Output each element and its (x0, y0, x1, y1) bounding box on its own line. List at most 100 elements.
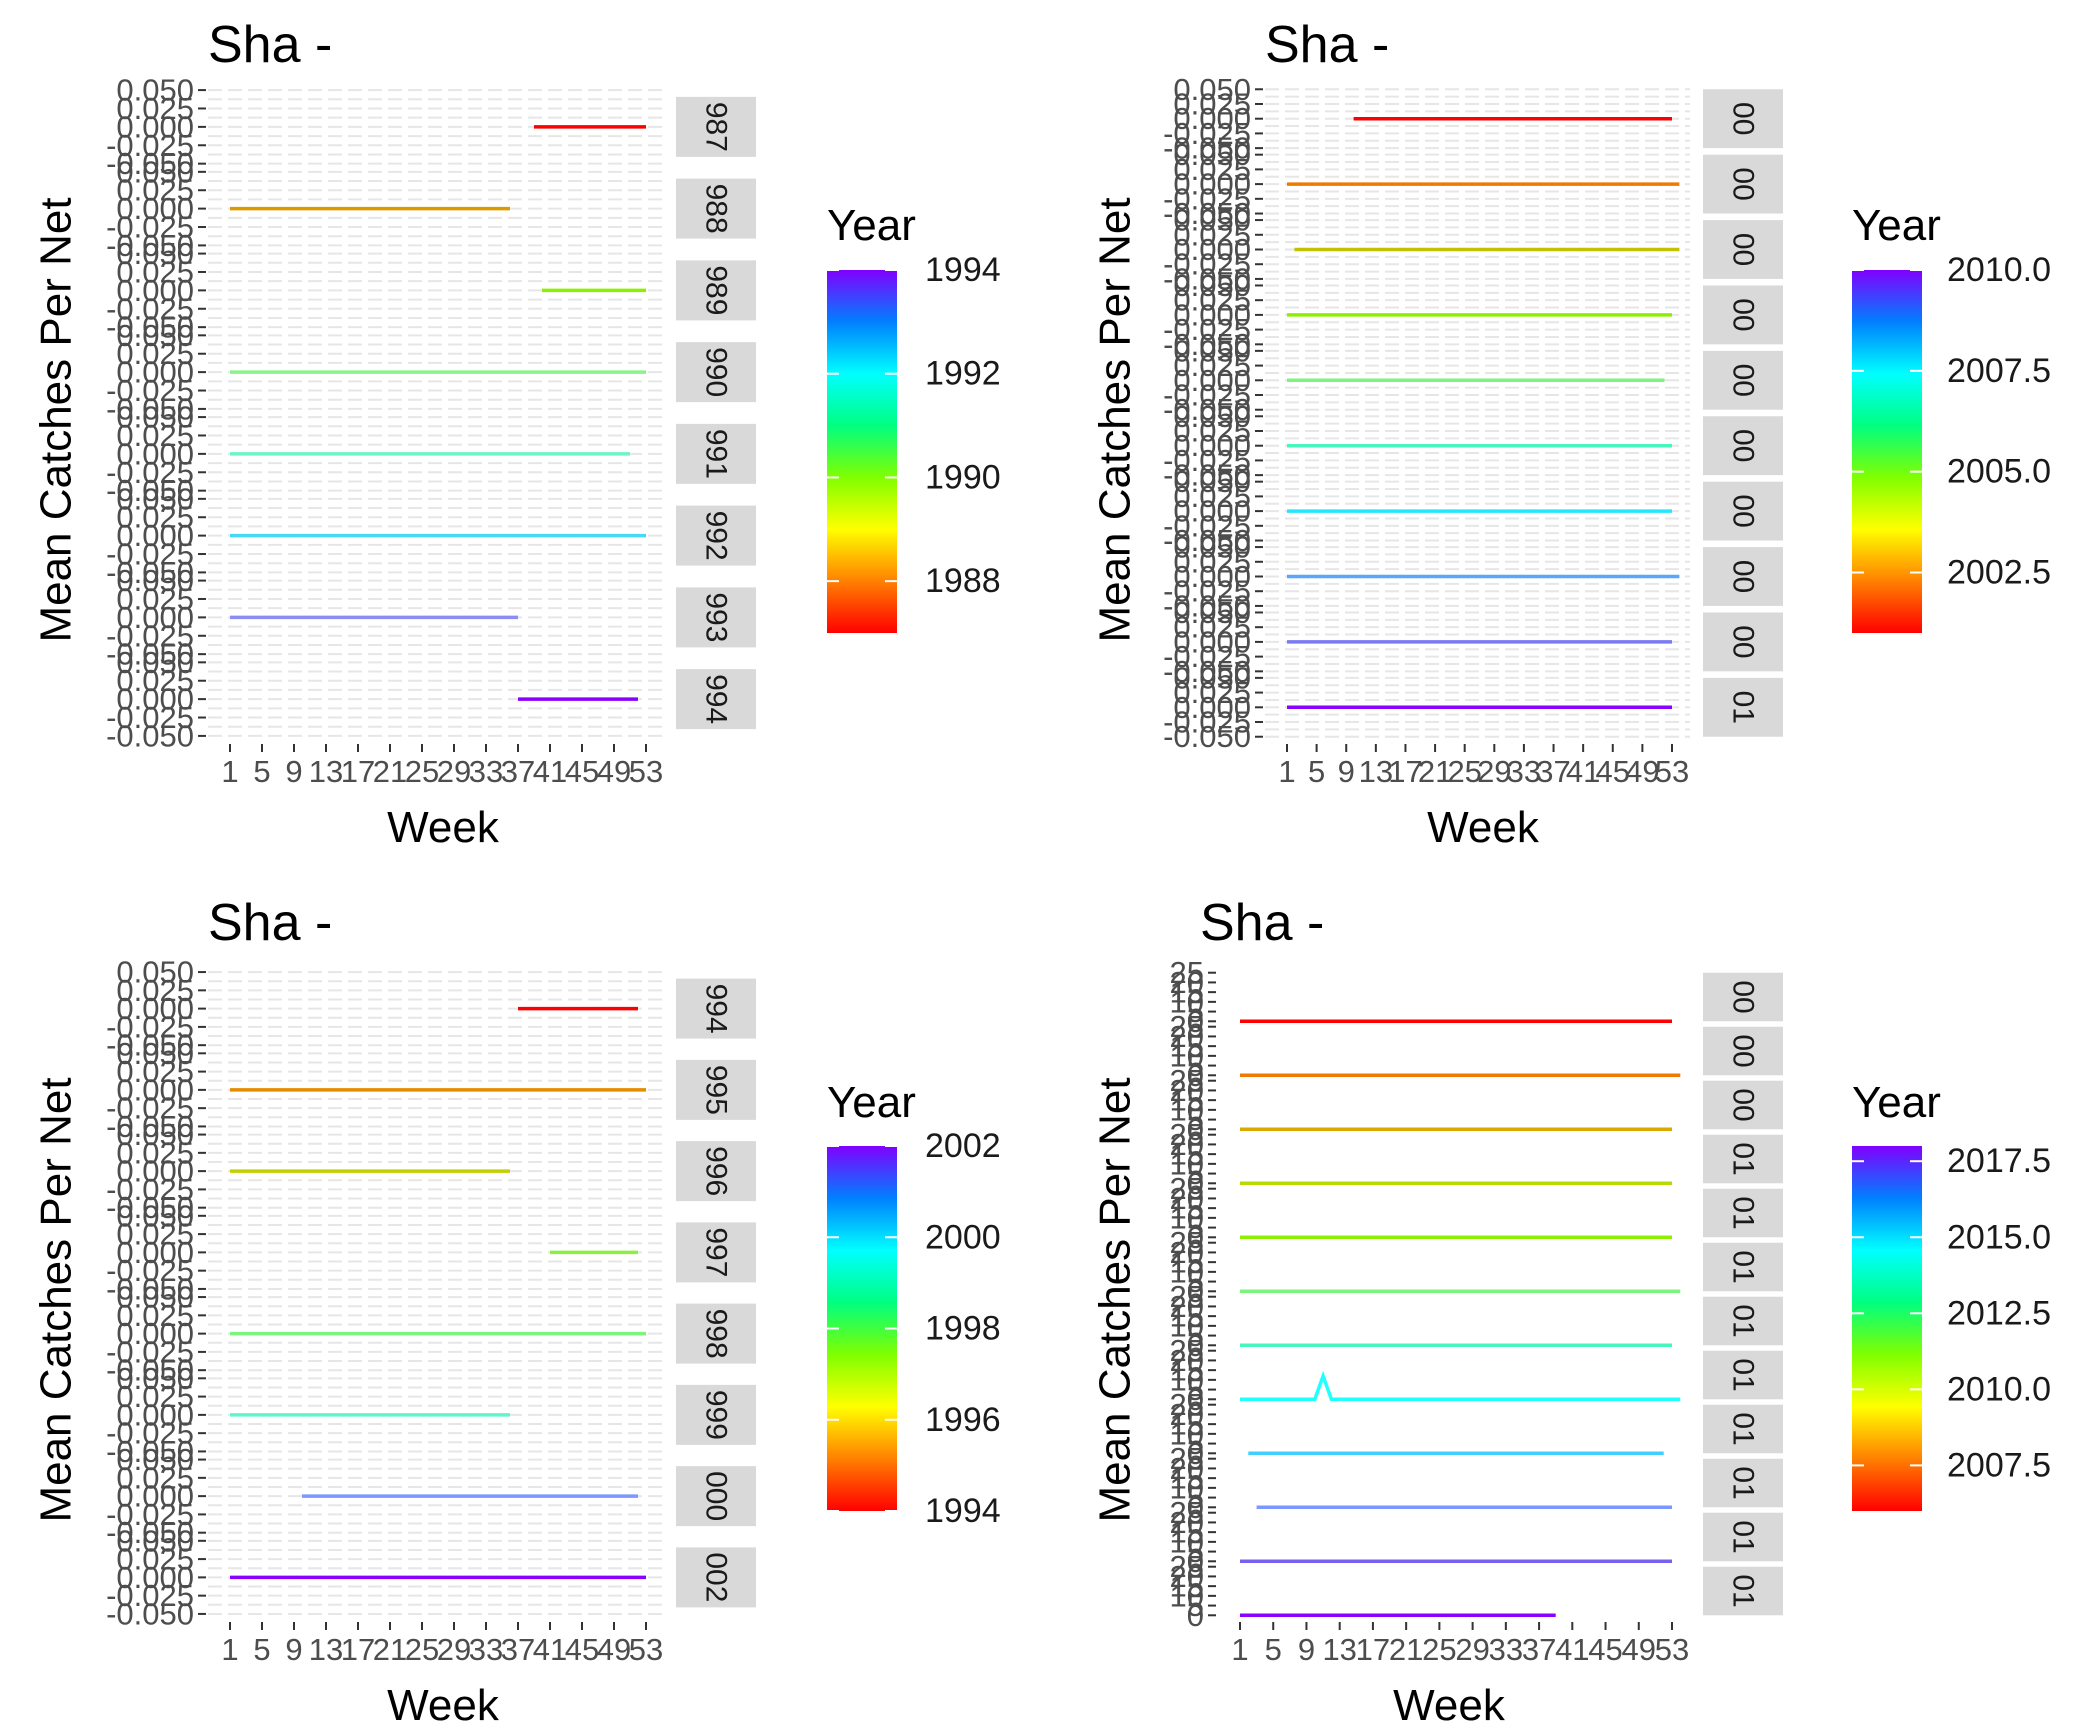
x-tick-label: 41 (1555, 1632, 1589, 1667)
y-axis-title: Mean Catches Per Net (1091, 197, 1140, 642)
y-tick-label: 0.000 (1173, 559, 1251, 594)
y-tick-label: -0.025 (106, 291, 194, 326)
y-tick-label: 0.025 (1173, 348, 1251, 383)
y-tick-label: -0.050 (106, 146, 194, 181)
legend-label: 2010.0 (1947, 1370, 2051, 1408)
y-tick-label: 20 (1170, 1181, 1204, 1216)
strip-box (1703, 285, 1783, 345)
x-tick-label: 45 (565, 1632, 599, 1667)
y-tick-label: 0.000 (1173, 167, 1251, 202)
y-tick-label: 0.000 (1173, 101, 1251, 136)
y-tick-label: 0.000 (1173, 494, 1251, 529)
y-tick-label: 0.025 (116, 1460, 194, 1495)
y-tick-label: 0.025 (116, 1298, 194, 1333)
y-tick-label: 0.050 (116, 73, 194, 108)
legend-label: 2010.0 (1947, 251, 2051, 289)
x-tick-label: 13 (1322, 1632, 1356, 1667)
x-tick-label: 33 (1489, 1632, 1523, 1667)
y-tick-label: 5 (1187, 994, 1204, 1029)
strip-label: 000 (700, 1471, 733, 1521)
y-tick-label: 0.000 (116, 1316, 194, 1351)
x-tick-label: 37 (1536, 754, 1570, 789)
y-tick-label: -0.050 (1163, 327, 1251, 362)
strip-label: 01 (1727, 691, 1760, 724)
strip-box (1703, 220, 1783, 279)
y-tick-label: 0.025 (116, 500, 194, 535)
x-tick-label: 5 (1308, 754, 1325, 789)
y-tick-label: -0.025 (106, 1578, 194, 1613)
y-tick-label: -0.025 (106, 128, 194, 163)
y-tick-label: 0.025 (116, 1542, 194, 1577)
y-tick-label: -0.050 (106, 718, 194, 753)
x-tick-label: 33 (1507, 754, 1541, 789)
y-tick-label: 0.025 (116, 973, 194, 1008)
x-tick-label: 17 (341, 1632, 375, 1667)
y-tick-label: 0.050 (116, 1442, 194, 1477)
strip-label: 992 (700, 511, 733, 561)
y-tick-label: 20 (1170, 1343, 1204, 1378)
strip-box (1703, 1242, 1783, 1292)
strip-box (1703, 1080, 1783, 1130)
legend-label: 2002 (925, 1127, 1001, 1165)
y-tick-label: 25 (1170, 1063, 1204, 1098)
y-tick-label: 0 (1187, 1544, 1204, 1579)
legend-label: 1988 (925, 562, 1001, 600)
y-tick-label: 5 (1187, 1210, 1204, 1245)
y-tick-label: 0.000 (116, 600, 194, 635)
y-tick-label: 0.025 (116, 173, 194, 208)
x-tick-label: 53 (629, 1632, 663, 1667)
y-tick-label: 0.050 (116, 1361, 194, 1396)
y-tick-label: 0.050 (1173, 333, 1251, 368)
y-tick-label: -0.050 (1163, 196, 1251, 231)
strip-label: 994 (700, 674, 733, 724)
x-tick-label: 53 (1655, 1632, 1689, 1667)
y-tick-label: 0.000 (116, 1154, 194, 1189)
y-tick-label: 15 (1170, 1299, 1204, 1334)
strip-box (1703, 481, 1783, 541)
strip-label: 988 (700, 184, 733, 234)
y-tick-label: 5 (1187, 1588, 1204, 1623)
legend-title: Year (1852, 1078, 1941, 1127)
y-tick-label: 0.050 (116, 1117, 194, 1152)
y-tick-label: 0.025 (116, 91, 194, 126)
x-tick-label: 25 (405, 1632, 439, 1667)
y-tick-label: 25 (1170, 1225, 1204, 1260)
y-tick-label: 10 (1170, 1470, 1204, 1505)
strip-label: 002 (700, 1552, 733, 1602)
x-tick-label: 1 (221, 754, 238, 789)
x-tick-label: 9 (1338, 754, 1355, 789)
y-tick-label: -0.025 (106, 1172, 194, 1207)
legend-label: 2012.5 (1947, 1294, 2051, 1332)
x-tick-label: 5 (253, 1632, 270, 1667)
x-tick-label: 1 (1231, 1632, 1248, 1667)
strip-box (676, 96, 756, 157)
strip-label: 01 (1727, 1574, 1760, 1607)
y-tick-label: 0.025 (116, 254, 194, 289)
y-tick-label: 0.025 (116, 418, 194, 453)
y-tick-label: -0.050 (106, 1434, 194, 1469)
y-tick-label: 0.050 (116, 645, 194, 680)
y-axis-title: Mean Catches Per Net (1091, 1077, 1140, 1522)
strip-box (676, 260, 756, 321)
strip-box (1703, 350, 1783, 410)
y-tick-label: 0.050 (116, 400, 194, 435)
y-tick-label: 15 (1170, 1137, 1204, 1172)
y-tick-label: 10 (1170, 1092, 1204, 1127)
colorbar (827, 270, 897, 633)
strip-box (676, 587, 756, 648)
y-tick-label: 0.000 (1173, 297, 1251, 332)
y-tick-label: -0.025 (106, 537, 194, 572)
y-tick-label: 10 (1170, 1038, 1204, 1073)
y-tick-label: 0.025 (116, 336, 194, 371)
strip-box (1703, 1350, 1783, 1400)
x-tick-label: 49 (597, 754, 631, 789)
